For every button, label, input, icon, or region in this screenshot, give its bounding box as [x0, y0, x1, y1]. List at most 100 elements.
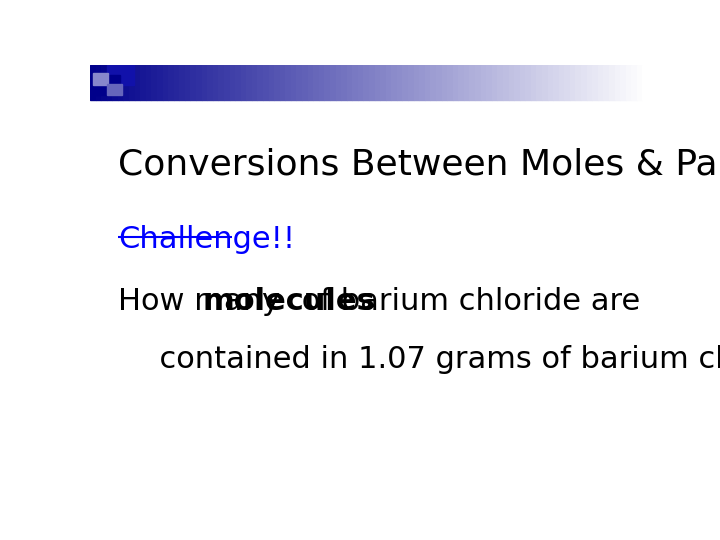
Bar [609, 65, 615, 100]
Bar [240, 65, 246, 100]
Bar [190, 65, 196, 100]
Bar [358, 65, 364, 100]
Bar [514, 65, 520, 100]
Bar [526, 65, 531, 100]
Bar [475, 65, 481, 100]
Bar [626, 65, 631, 100]
Bar [615, 65, 620, 100]
Bar [453, 65, 458, 100]
Bar [246, 65, 252, 100]
Bar [469, 65, 475, 100]
Bar [302, 65, 307, 100]
Bar [603, 65, 609, 100]
Bar [101, 65, 107, 100]
Bar [107, 84, 122, 95]
Bar [319, 65, 324, 100]
Bar [397, 65, 402, 100]
Bar [330, 65, 336, 100]
Bar [364, 65, 369, 100]
Bar [285, 65, 291, 100]
Bar [151, 65, 157, 100]
Bar [419, 65, 425, 100]
Bar [575, 65, 581, 100]
Bar [570, 65, 575, 100]
Bar [202, 65, 207, 100]
Bar [413, 65, 419, 100]
Bar [631, 65, 637, 100]
Bar [185, 65, 190, 100]
Bar [336, 65, 341, 100]
Text: of barium chloride are: of barium chloride are [292, 287, 640, 316]
Bar [107, 65, 112, 100]
Bar [547, 65, 553, 100]
Bar [280, 65, 285, 100]
Bar [145, 65, 151, 100]
Bar [274, 65, 279, 100]
Bar [269, 65, 274, 100]
Text: molecules: molecules [202, 287, 375, 316]
Bar [235, 65, 240, 100]
Bar [441, 65, 447, 100]
Bar [313, 65, 319, 100]
Bar [620, 65, 626, 100]
Bar [531, 65, 536, 100]
Bar [536, 65, 542, 100]
Bar [93, 73, 109, 85]
Text: How many: How many [118, 287, 289, 316]
Bar [207, 65, 213, 100]
Bar [642, 65, 648, 100]
Bar [369, 65, 374, 100]
Bar [196, 65, 202, 100]
Bar [481, 65, 486, 100]
Bar [459, 65, 464, 100]
Bar [213, 65, 218, 100]
Bar [431, 65, 436, 100]
Bar [637, 65, 642, 100]
Bar [307, 65, 313, 100]
Bar [564, 65, 570, 100]
Text: Challenge!!: Challenge!! [118, 225, 295, 254]
Bar [436, 65, 441, 100]
Bar [374, 65, 380, 100]
Bar [258, 65, 263, 100]
Bar [96, 65, 101, 100]
Bar [107, 65, 133, 85]
Bar [118, 65, 124, 100]
Bar [291, 65, 297, 100]
Bar [503, 65, 508, 100]
Text: Conversions Between Moles & Particles: Conversions Between Moles & Particles [118, 148, 720, 182]
Bar [341, 65, 347, 100]
Bar [218, 65, 224, 100]
Bar [598, 65, 603, 100]
Bar [402, 65, 408, 100]
Bar [124, 65, 129, 100]
Bar [297, 65, 302, 100]
Bar [380, 65, 386, 100]
Bar [157, 65, 163, 100]
Bar [168, 65, 174, 100]
Bar [587, 65, 593, 100]
Bar [553, 65, 559, 100]
Bar [581, 65, 587, 100]
Bar [163, 65, 168, 100]
Bar [542, 65, 547, 100]
Bar [492, 65, 498, 100]
Bar [520, 65, 526, 100]
Bar [464, 65, 469, 100]
Bar [559, 65, 564, 100]
Bar [408, 65, 413, 100]
Bar [224, 65, 230, 100]
Bar [140, 65, 145, 100]
Bar [447, 65, 453, 100]
Bar [90, 65, 96, 100]
Bar [352, 65, 358, 100]
Bar [112, 65, 118, 100]
Bar [593, 65, 598, 100]
Bar [324, 65, 330, 100]
Bar [174, 65, 179, 100]
Bar [392, 65, 397, 100]
Bar [230, 65, 235, 100]
Bar [347, 65, 352, 100]
Bar [93, 75, 120, 95]
Bar [135, 65, 140, 100]
